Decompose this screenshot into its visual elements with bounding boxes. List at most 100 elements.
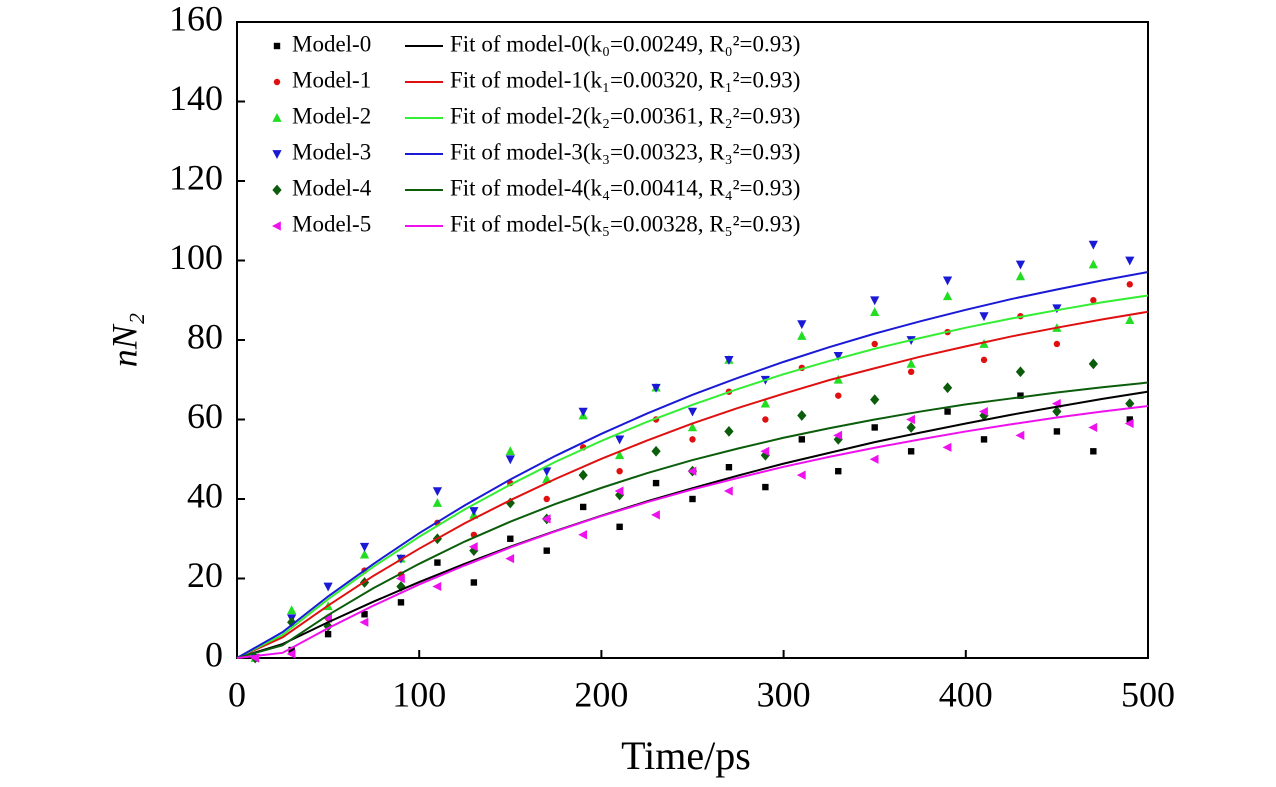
point — [578, 407, 588, 417]
point — [468, 542, 478, 552]
point — [505, 554, 515, 564]
point — [723, 486, 733, 496]
x-axis-label: Time/ps — [621, 733, 751, 778]
point — [798, 436, 806, 443]
point — [1090, 297, 1097, 304]
fit-line — [236, 310, 1149, 659]
point — [906, 414, 915, 425]
point — [689, 495, 696, 503]
point — [835, 467, 842, 475]
point — [725, 464, 733, 471]
legend-label: Model-4 — [292, 175, 372, 200]
legend-marker — [272, 113, 282, 122]
point — [760, 446, 770, 456]
point — [1126, 416, 1133, 423]
point — [578, 530, 588, 540]
point — [615, 435, 625, 445]
point — [361, 611, 368, 618]
legend-marker — [272, 221, 281, 231]
point — [796, 470, 806, 480]
point — [1090, 448, 1097, 455]
point — [652, 479, 660, 487]
point — [434, 559, 441, 566]
point — [432, 487, 443, 497]
point — [1015, 430, 1025, 441]
fit-line — [236, 404, 1149, 659]
point — [1088, 259, 1098, 269]
point — [942, 276, 953, 286]
point — [359, 549, 370, 559]
point — [942, 291, 953, 301]
point — [615, 450, 625, 460]
point — [870, 394, 880, 406]
point — [1088, 422, 1098, 433]
point — [980, 356, 988, 364]
point — [323, 582, 333, 592]
point — [287, 616, 297, 628]
point — [869, 454, 879, 464]
point — [359, 542, 370, 552]
point — [397, 599, 405, 606]
point — [286, 649, 296, 659]
point — [470, 579, 478, 586]
y-tick-label: 80 — [187, 316, 223, 356]
point — [762, 483, 769, 491]
point — [1124, 418, 1134, 429]
x-tick-label: 100 — [392, 674, 446, 714]
point — [724, 356, 734, 365]
point — [687, 422, 698, 432]
point — [833, 430, 843, 441]
legend-label: Fit of model-3(k₃=0.00323, R₃²=0.93) — [450, 139, 800, 164]
fit-line — [236, 390, 1149, 659]
point — [541, 514, 551, 524]
legend-label: Fit of model-1(k₁=0.00320, R₁²=0.93) — [450, 67, 800, 92]
y-axis-label: nN₂ — [104, 313, 144, 368]
point — [797, 410, 807, 421]
point — [1052, 406, 1062, 417]
legend-label: Model-0 — [292, 31, 371, 56]
legend-label: Model-2 — [292, 103, 371, 128]
point — [651, 383, 661, 393]
y-tick-label: 100 — [169, 237, 223, 277]
legend-label: Fit of model-2(k₂=0.00361, R₂²=0.93) — [450, 103, 800, 128]
point — [870, 307, 880, 317]
point — [871, 424, 878, 431]
x-tick-label: 300 — [757, 674, 811, 714]
point — [287, 605, 297, 615]
point — [760, 398, 770, 408]
y-tick-label: 140 — [169, 78, 223, 118]
point — [724, 426, 734, 437]
point — [469, 507, 479, 516]
point — [942, 382, 953, 394]
point — [651, 510, 660, 520]
legend-label: Fit of model-4(k₄=0.00414, R₄²=0.93) — [450, 175, 800, 200]
legend-label: Model-1 — [292, 67, 371, 92]
point — [616, 523, 623, 531]
point — [687, 407, 698, 417]
point — [1125, 256, 1135, 266]
point — [359, 617, 369, 627]
point — [543, 547, 550, 554]
point — [1053, 428, 1061, 435]
point — [979, 406, 988, 417]
point — [942, 442, 952, 452]
point — [687, 466, 697, 476]
fit-line — [236, 294, 1149, 659]
point — [907, 448, 915, 455]
y-tick-label: 160 — [169, 0, 223, 38]
point — [871, 340, 878, 348]
point — [980, 436, 988, 443]
x-tick-label: 400 — [939, 674, 993, 714]
legend-label: Model-5 — [292, 211, 371, 236]
legend-marker — [272, 150, 282, 159]
legend-label: Fit of model-0(k₀=0.00249, R₀²=0.93) — [450, 31, 800, 56]
point — [578, 469, 588, 481]
point — [1125, 398, 1135, 409]
point — [979, 312, 989, 322]
point — [835, 392, 842, 399]
fit-line — [236, 381, 1149, 659]
point — [944, 408, 951, 415]
point — [543, 495, 550, 503]
point — [1125, 315, 1135, 324]
